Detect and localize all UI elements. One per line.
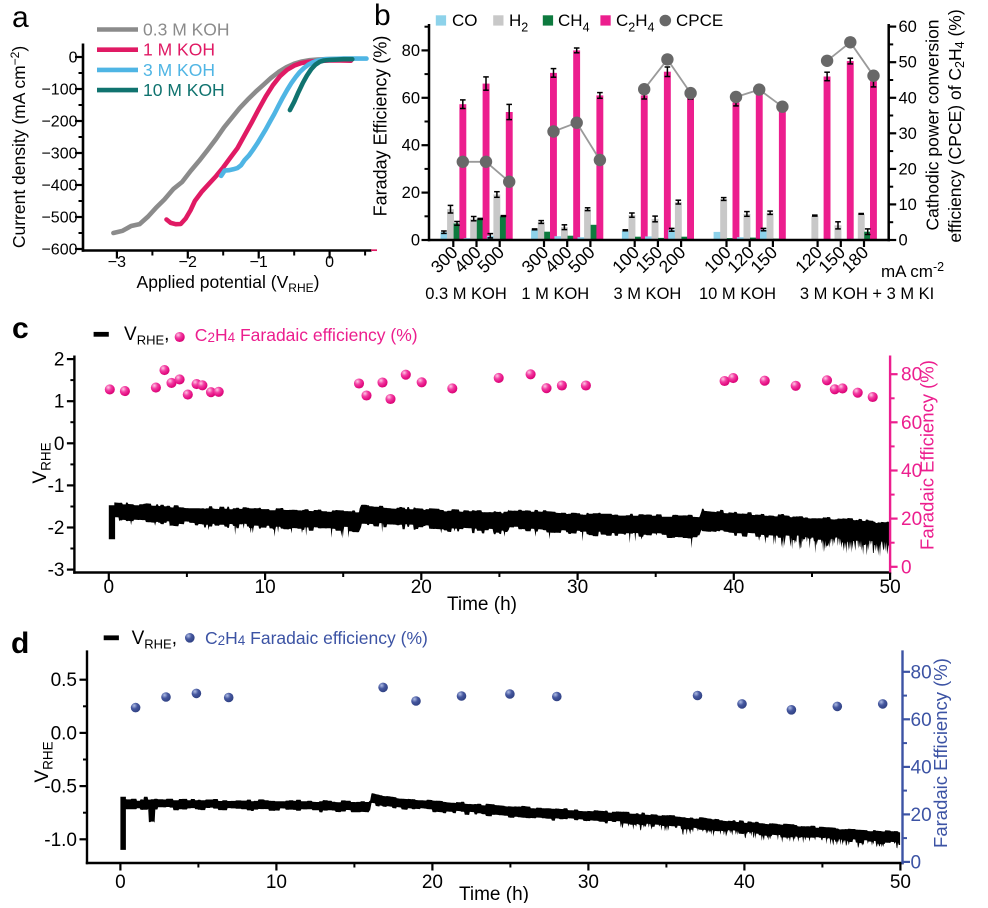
svg-text:−600: −600 xyxy=(41,242,77,259)
svg-text:a: a xyxy=(12,1,29,34)
svg-text:mA cm-2: mA cm-2 xyxy=(881,260,944,281)
svg-text:−2: −2 xyxy=(179,254,197,271)
svg-text:CPCE: CPCE xyxy=(676,11,723,30)
svg-text:0.3 M KOH: 0.3 M KOH xyxy=(143,20,230,40)
svg-text:Time (h): Time (h) xyxy=(459,884,529,903)
svg-text:0: 0 xyxy=(54,434,65,455)
svg-text:b: b xyxy=(374,0,391,32)
svg-text:30: 30 xyxy=(578,872,599,893)
svg-text:C2H4 Faradaic efficiency (%): C2H4 Faradaic efficiency (%) xyxy=(195,325,418,345)
svg-text:Faradaic Efficiency (%): Faradaic Efficiency (%) xyxy=(917,360,938,550)
svg-text:80: 80 xyxy=(911,662,932,683)
svg-text:60: 60 xyxy=(899,18,917,36)
svg-text:0: 0 xyxy=(411,232,420,250)
svg-text:Faradaic Efficiency (%): Faradaic Efficiency (%) xyxy=(930,658,951,848)
svg-text:-2: -2 xyxy=(48,518,65,539)
svg-text:-1.0: -1.0 xyxy=(44,830,77,851)
svg-text:3 M KOH: 3 M KOH xyxy=(613,285,681,303)
svg-text:−100: −100 xyxy=(41,82,77,99)
svg-text:10: 10 xyxy=(899,196,917,214)
svg-text:C2H4: C2H4 xyxy=(616,11,655,35)
svg-text:30: 30 xyxy=(567,577,588,598)
svg-text:−1: −1 xyxy=(250,254,268,271)
svg-text:40: 40 xyxy=(899,89,917,107)
svg-text:0: 0 xyxy=(901,557,912,578)
svg-text:Time (h): Time (h) xyxy=(447,594,517,615)
svg-text:0.3 M KOH: 0.3 M KOH xyxy=(425,285,507,303)
svg-text:1: 1 xyxy=(54,392,65,413)
svg-text:CO: CO xyxy=(452,11,478,30)
svg-text:0: 0 xyxy=(911,852,922,873)
svg-text:d: d xyxy=(11,627,29,660)
svg-text:40: 40 xyxy=(911,757,932,778)
svg-text:20: 20 xyxy=(411,577,432,598)
svg-text:−3: −3 xyxy=(108,254,126,271)
svg-text:0: 0 xyxy=(69,50,78,67)
svg-text:0: 0 xyxy=(104,577,115,598)
svg-text:10: 10 xyxy=(255,577,276,598)
svg-text:−200: −200 xyxy=(41,114,77,131)
svg-text:-1: -1 xyxy=(48,476,65,497)
svg-text:10 M KOH: 10 M KOH xyxy=(699,285,776,303)
svg-text:−500: −500 xyxy=(41,210,77,227)
svg-text:80: 80 xyxy=(402,42,420,60)
svg-text:20: 20 xyxy=(899,160,917,178)
svg-text:0.0: 0.0 xyxy=(51,723,77,744)
svg-text:60: 60 xyxy=(901,413,922,434)
svg-text:60: 60 xyxy=(402,89,420,107)
svg-text:80: 80 xyxy=(901,365,922,386)
svg-text:−400: −400 xyxy=(41,178,77,195)
svg-text:10: 10 xyxy=(266,872,287,893)
svg-text:2: 2 xyxy=(54,350,65,371)
svg-text:Faraday Efficiency (%): Faraday Efficiency (%) xyxy=(371,36,391,217)
svg-text:40: 40 xyxy=(402,137,420,155)
svg-text:50: 50 xyxy=(899,54,917,72)
svg-text:Current density (mA cm−2): Current density (mA cm−2) xyxy=(8,46,29,248)
svg-text:50: 50 xyxy=(880,577,901,598)
svg-text:Cathodic power conversion: Cathodic power conversion xyxy=(923,19,943,230)
svg-text:40: 40 xyxy=(734,872,755,893)
svg-text:40: 40 xyxy=(723,577,744,598)
svg-text:0: 0 xyxy=(899,232,908,250)
svg-text:40: 40 xyxy=(901,461,922,482)
svg-text:20: 20 xyxy=(422,872,443,893)
svg-text:20: 20 xyxy=(911,805,932,826)
svg-text:C2H4 Faradaic efficiency (%): C2H4 Faradaic efficiency (%) xyxy=(205,628,428,648)
svg-text:20: 20 xyxy=(402,184,420,202)
svg-text:-3: -3 xyxy=(48,560,65,581)
svg-text:1 M KOH: 1 M KOH xyxy=(521,285,589,303)
svg-text:CH4: CH4 xyxy=(558,11,590,35)
svg-text:3 M KOH + 3 M KI: 3 M KOH + 3 M KI xyxy=(800,285,934,303)
svg-text:0: 0 xyxy=(115,872,126,893)
svg-text:0: 0 xyxy=(325,254,334,271)
svg-text:3 M KOH: 3 M KOH xyxy=(143,60,215,80)
svg-text:c: c xyxy=(12,312,29,345)
svg-text:-0.5: -0.5 xyxy=(44,777,77,798)
svg-text:1 M KOH: 1 M KOH xyxy=(143,40,215,60)
svg-text:10 M KOH: 10 M KOH xyxy=(143,80,225,100)
svg-text:60: 60 xyxy=(911,710,932,731)
svg-text:50: 50 xyxy=(890,872,911,893)
svg-text:30: 30 xyxy=(899,125,917,143)
svg-text:Applied potential (VRHE): Applied potential (VRHE) xyxy=(137,272,320,295)
svg-text:0.5: 0.5 xyxy=(51,670,77,691)
svg-text:−300: −300 xyxy=(41,146,77,163)
svg-text:20: 20 xyxy=(901,509,922,530)
